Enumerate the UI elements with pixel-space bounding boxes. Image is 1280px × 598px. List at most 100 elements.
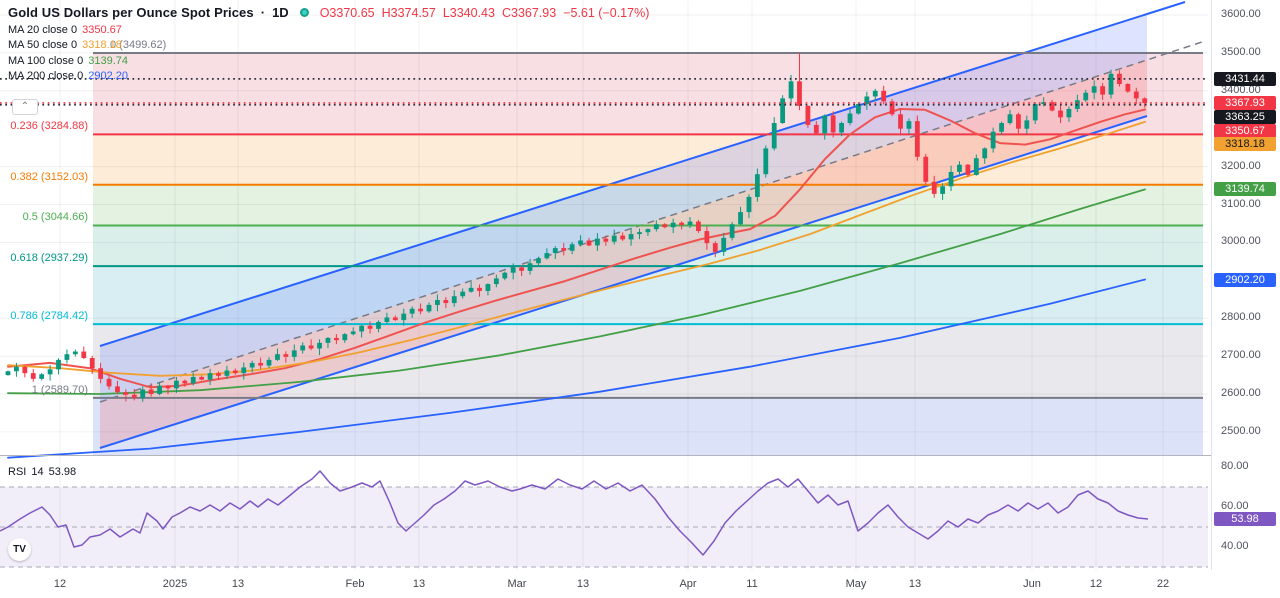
ma-label: MA 100 close 0 [8,54,84,67]
price-label-badge: 53.98 [1214,512,1276,526]
candle-body [923,156,929,182]
ohlc-segment: −5.61 (−0.17%) [563,5,650,20]
ma-label: MA 20 close 0 [8,23,78,36]
candle-body [813,124,819,134]
fib-band [93,266,1203,325]
candle-body [182,380,188,384]
market-status-dot[interactable] [299,8,309,17]
price-tick: 3100.00 [1221,197,1261,210]
candle-body [81,351,87,358]
price-label-badge: 3318.18 [1214,137,1276,151]
candle-body [493,278,499,285]
candle-body [611,235,617,242]
legend-collapse-button[interactable]: ⌃ [12,99,38,115]
price-tick: 3000.00 [1221,235,1261,248]
candle-body [603,238,609,242]
interval-label[interactable]: 1D [272,5,289,20]
candle-body [39,374,45,379]
candle-body [729,224,735,238]
candle-body [502,272,508,279]
channel-median-line [99,40,1206,403]
candle-body [232,370,238,374]
time-tick: 11 [746,578,758,590]
candle-body [350,331,356,335]
ma-legend-row[interactable]: MA 50 close 0 3318.18 [8,39,649,51]
time-axis[interactable]: 12 2025 13 Feb 13 Mar 13 Apr 11 May 13 Jun 12 22 [0,570,1280,598]
fib-band [93,324,1203,398]
candle-body [291,350,297,357]
symbol-title-row[interactable]: Gold US Dollars per Ounce Spot Prices · … [8,5,649,20]
candle-body [72,351,78,355]
price-tick: 3400.00 [1221,83,1261,96]
rsi-tick: 80.00 [1221,460,1249,472]
time-tick: Feb [345,578,365,590]
candle-body [325,337,331,343]
candle-body [115,386,120,393]
candle-body [165,385,171,389]
candle-body [140,389,146,398]
price-tick: 2500.00 [1221,424,1261,437]
candle-body [856,104,861,114]
candle-body [1041,102,1047,105]
time-tick: May [845,578,867,590]
ma-legend-row[interactable]: MA 100 close 0 3139.74 [8,55,649,67]
tradingview-logo[interactable]: TV [8,538,31,561]
candle-body [157,385,162,394]
ma-legend-row[interactable]: MA 20 close 0 3350.67 [8,24,649,36]
ohlc-segment: C3367.93 [501,5,557,20]
price-tick: 2700.00 [1221,349,1261,362]
candle-body [847,113,853,124]
candle-body [275,354,280,360]
candle-body [1049,102,1055,111]
candle-body [384,317,390,322]
candle-body [898,114,903,129]
candle-body [342,334,348,341]
candle-body [1091,86,1097,93]
price-label-badge: 3363.25 [1214,110,1276,124]
ma-label: MA 50 close 0 [8,39,78,51]
time-tick: 12 [1089,578,1103,590]
ohlc-values: O3370.65 H3374.57 L3340.43 C3367.93 −5.61 (−… [320,6,650,20]
candle-body [645,229,651,233]
candle-body [392,317,398,321]
candle-body [797,81,802,106]
candle-body [1066,108,1072,118]
fib-label: 0.618 (2937.29) [10,252,88,265]
fib-label: 0.382 (3152.03) [10,170,88,183]
ma-line [7,188,1146,395]
ma-legend-row[interactable]: MA 200 close 0 2902.20 [8,70,649,82]
rsi-pane [0,470,1208,568]
candle-body [249,362,255,368]
candle-body [527,263,533,271]
candle-body [637,232,642,235]
price-axis[interactable]: 3600.00 3500.00 3400.00 3200.00 3100.00 3000.… [1211,0,1280,570]
fib-label: 1 (2589.70) [31,383,88,396]
title-separator: · [260,5,266,20]
symbol-title: Gold US Dollars per Ounce Spot Prices [8,5,254,20]
rsi-length: 14 [31,466,44,478]
ma-label: MA 200 close 0 [8,70,84,82]
channel-lower-line [99,115,1148,449]
rsi-legend[interactable]: RSI 14 53.98 [8,466,76,478]
fib-label: 0.5 (3044.66) [22,211,88,224]
fib-label: 0.786 (2784.42) [10,310,88,323]
candle-body [418,308,423,312]
ma-line [7,278,1146,459]
candle-body [22,366,28,374]
fib-band [93,397,1203,455]
candle-body [409,308,415,314]
candle-body [586,240,592,246]
candle-body [1100,86,1105,95]
candle-body [771,123,777,149]
candle-body [451,296,457,304]
candle-body [47,369,53,375]
time-tick: 2025 [162,578,188,590]
candle-body [435,300,440,305]
candle-body [1058,110,1063,118]
candle-body [241,367,247,374]
candle-body [401,313,407,321]
candle-body [805,105,811,125]
candle-body [174,380,179,389]
